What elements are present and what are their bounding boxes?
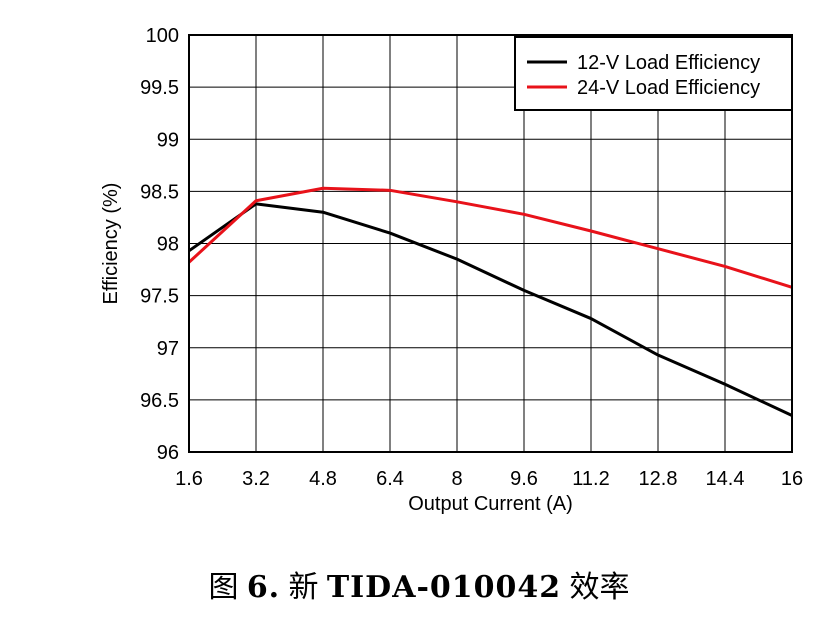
y-tick-labels: 96 96.5 97 97.5 98 98.5 99 99.5 100	[140, 25, 179, 464]
caption-figure-number: 6.	[246, 570, 281, 605]
y-tick-label: 98	[157, 234, 179, 256]
y-tick-label: 97	[157, 338, 179, 360]
series-lines	[187, 186, 793, 417]
legend: 12-V Load Efficiency 24-V Load Efficiency	[514, 36, 793, 111]
y-tick-label: 96	[157, 442, 179, 464]
legend-label: 12-V Load Efficiency	[577, 52, 760, 74]
y-tick-label: 99.5	[140, 77, 179, 99]
x-tick-label: 14.4	[706, 468, 745, 490]
y-tick-label: 99	[157, 129, 179, 151]
series-line-24v	[187, 186, 793, 289]
x-tick-labels: 1.6 3.2 4.8 6.4 8 9.6 11.2 12.8 14.4 16	[175, 468, 803, 490]
caption-suffix: 效率	[569, 570, 630, 605]
y-tick-label: 98.5	[140, 181, 179, 203]
efficiency-chart: 1.6 3.2 4.8 6.4 8 9.6 11.2 12.8 14.4 16 9696.5979…	[100, 25, 803, 515]
x-axis-label: Output Current (A)	[408, 493, 573, 515]
legend-label: 24-V Load Efficiency	[577, 77, 760, 99]
caption-prefix: 图	[208, 570, 239, 605]
caption-middle: 新	[288, 570, 319, 605]
x-tick-label: 11.2	[572, 468, 609, 490]
plot-frame	[188, 34, 793, 453]
caption-design-code: TIDA-010042	[326, 570, 562, 605]
x-tick-label: 9.6	[510, 468, 538, 490]
y-axis-label: Efficiency (%)	[100, 183, 122, 305]
y-tick-label: 96.5	[140, 390, 179, 412]
y-tick-label: 100	[146, 25, 179, 47]
figure-caption: 图 6. 新 TIDA-010042 效率	[0, 562, 838, 606]
y-tick-label: 97.5	[140, 286, 179, 308]
x-tick-label: 1.6	[175, 468, 203, 490]
x-tick-label: 3.2	[242, 468, 270, 490]
legend-box	[514, 36, 793, 111]
x-tick-label: 12.8	[639, 468, 678, 490]
x-tick-label: 16	[781, 468, 803, 490]
x-tick-label: 8	[451, 468, 462, 490]
x-tick-label: 6.4	[376, 468, 404, 490]
x-tick-label: 4.8	[309, 468, 337, 490]
series-line-12v	[188, 202, 793, 417]
